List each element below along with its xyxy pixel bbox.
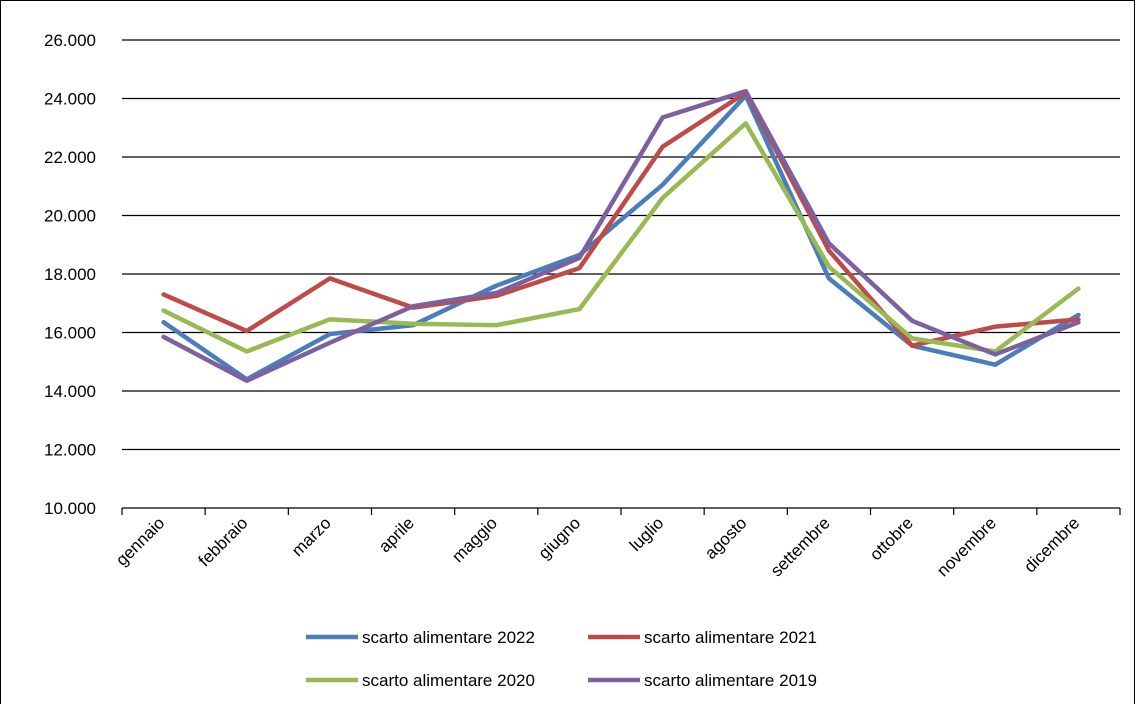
x-tick-label: settembre [767,513,834,580]
y-tick-label: 14.000 [44,382,96,401]
y-tick-label: 12.000 [44,441,96,460]
legend: scarto alimentare 2022 scarto alimentare … [306,628,817,690]
x-tick-label: gennaio [112,513,168,569]
y-tick-label: 20.000 [44,207,96,226]
y-tick-label: 16.000 [44,324,96,343]
x-tick-label: febbraio [195,513,252,570]
series-line-3 [161,88,1081,384]
series-lines [161,88,1081,384]
legend-label-3: scarto alimentare 2019 [644,671,817,690]
y-axis: 10.000 12.000 14.000 16.000 18.000 20.000 22.0… [44,31,96,518]
x-axis: gennaio febbraio marzo aprile maggio giugno lu… [112,507,1121,580]
series-line-0 [161,93,1081,382]
x-tick-label: aprile [375,513,418,556]
x-tick-label: giugno [535,513,585,563]
x-tick-label: maggio [448,513,501,566]
series-line-2 [161,121,1081,354]
x-tick-label: dicembre [1020,513,1083,576]
y-tick-label: 24.000 [44,90,96,109]
y-tick-label: 10.000 [44,499,96,518]
gridlines [122,39,1120,451]
y-tick-label: 22.000 [44,148,96,167]
legend-label-0: scarto alimentare 2022 [362,628,535,647]
x-tick-label: agosto [701,513,751,563]
x-tick-label: ottobre [866,513,917,564]
x-tick-label: marzo [288,513,335,560]
legend-label-1: scarto alimentare 2021 [644,628,817,647]
x-tick-label: novembre [933,513,1000,580]
y-tick-label: 26.000 [44,31,96,50]
x-tick-label: luglio [626,513,668,555]
y-tick-label: 18.000 [44,265,96,284]
legend-label-2: scarto alimentare 2020 [362,671,535,690]
